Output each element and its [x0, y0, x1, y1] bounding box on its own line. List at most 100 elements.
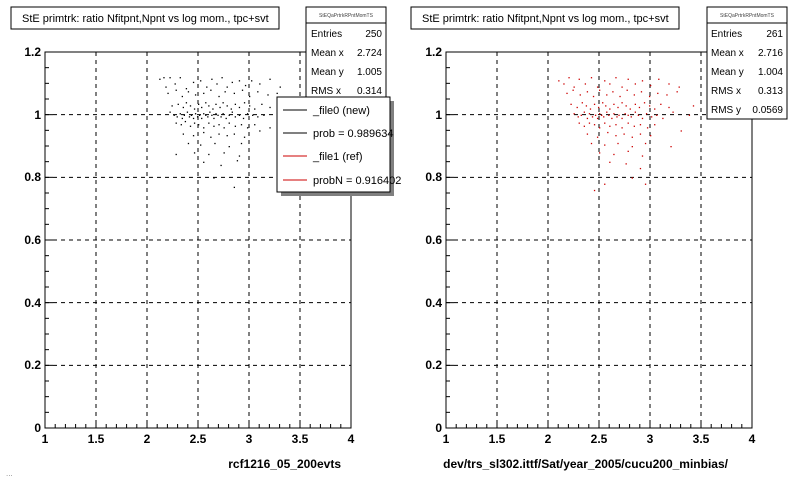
data-point: [634, 103, 636, 105]
data-point: [593, 189, 596, 192]
data-point: [627, 150, 629, 152]
data-point: [186, 111, 189, 113]
y-tick-label: 0.6: [24, 233, 41, 247]
data-point: [637, 114, 640, 116]
data-point: [211, 78, 213, 80]
data-point: [212, 108, 214, 110]
data-point: [246, 113, 249, 115]
data-point: [646, 127, 649, 129]
x-tick-label: 3: [246, 432, 253, 446]
stats-label: RMS x: [311, 86, 341, 97]
data-point: [241, 89, 244, 91]
data-point: [604, 122, 606, 124]
data-point: [672, 111, 674, 113]
data-point: [208, 153, 210, 156]
data-point: [213, 125, 215, 127]
data-point: [211, 114, 213, 116]
data-point: [269, 127, 271, 129]
data-point: [203, 161, 205, 163]
legend-label: prob = 0.989634: [313, 128, 393, 140]
data-point: [599, 89, 601, 91]
data-point: [644, 183, 647, 185]
data-point: [233, 92, 235, 95]
data-point: [606, 94, 608, 96]
chart-left-stats-box: StEQaPrtrkRPntMomTS Entries 250 Mean x 2…: [305, 6, 387, 102]
data-point: [558, 80, 560, 82]
data-point: [203, 127, 205, 129]
data-point: [238, 106, 241, 109]
data-point: [179, 77, 181, 79]
chart-left-title: StE primtrk: ratio Nfitpnt,Npnt vs log m…: [22, 13, 269, 25]
data-point: [633, 94, 635, 96]
data-point: [621, 86, 623, 88]
data-point: [594, 114, 597, 116]
data-point: [231, 81, 233, 84]
data-point: [254, 108, 256, 110]
data-point: [175, 122, 177, 124]
stats-label: Mean y: [711, 67, 744, 78]
data-point: [192, 81, 195, 84]
data-point: [216, 83, 218, 85]
data-point: [169, 77, 171, 79]
data-point: [668, 83, 670, 85]
chart-right-y-tick-labels: 0 0.2 0.4 0.6 0.8 1 1.2: [425, 45, 442, 435]
data-point: [226, 86, 228, 88]
stats-label: Mean x: [711, 48, 744, 59]
data-point: [654, 124, 656, 126]
data-point: [621, 102, 623, 104]
data-point: [231, 111, 233, 113]
data-point: [650, 84, 652, 87]
data-point: [249, 105, 251, 107]
data-point: [240, 124, 243, 126]
data-point: [648, 105, 651, 107]
data-point: [586, 91, 589, 93]
data-point: [185, 88, 188, 90]
data-point: [263, 114, 265, 116]
data-point: [590, 77, 593, 79]
data-point: [221, 77, 223, 79]
data-point: [609, 125, 611, 127]
data-point: [189, 125, 192, 127]
y-tick-label: 1.2: [425, 45, 442, 59]
data-point: [193, 108, 196, 110]
x-tick-label: 3.5: [292, 432, 309, 446]
data-point: [187, 142, 190, 145]
data-point: [589, 108, 592, 110]
data-point: [638, 106, 641, 109]
stats-label: Mean y: [311, 67, 344, 78]
data-point: [176, 116, 178, 118]
data-point: [648, 95, 651, 98]
data-point: [641, 117, 644, 120]
data-point: [228, 146, 230, 148]
y-tick-label: 0: [34, 421, 41, 435]
data-point: [630, 116, 632, 118]
x-tick-label: 1: [42, 432, 49, 446]
data-point: [658, 78, 660, 80]
stats-label: RMS y: [711, 105, 741, 116]
data-point: [617, 142, 619, 145]
stats-value: 0.313: [758, 86, 783, 97]
data-point: [210, 136, 212, 138]
data-point: [591, 116, 594, 118]
data-point: [581, 102, 583, 104]
data-point: [192, 117, 195, 120]
data-point: [692, 105, 695, 107]
data-point: [602, 102, 604, 104]
chart-left-gridlines: [45, 52, 351, 428]
chart-left-legend: _file0 (new) prob = 0.989634 _file1 (ref…: [276, 96, 401, 196]
data-point: [599, 113, 601, 115]
data-point: [644, 142, 647, 145]
legend-label: _file0 (new): [312, 105, 370, 117]
chart-right-title-box: StE primtrk: ratio Nfitpnt,Npnt vs log m…: [410, 6, 680, 30]
data-point: [220, 116, 222, 118]
data-point: [198, 124, 200, 126]
data-point: [625, 163, 627, 165]
data-point: [215, 103, 217, 105]
chart-right-points: [558, 77, 695, 192]
data-point: [174, 83, 176, 85]
data-point: [590, 142, 593, 145]
data-point: [619, 95, 621, 98]
data-point: [210, 89, 212, 91]
x-tick-label: 4: [749, 432, 756, 446]
data-point: [234, 103, 237, 105]
